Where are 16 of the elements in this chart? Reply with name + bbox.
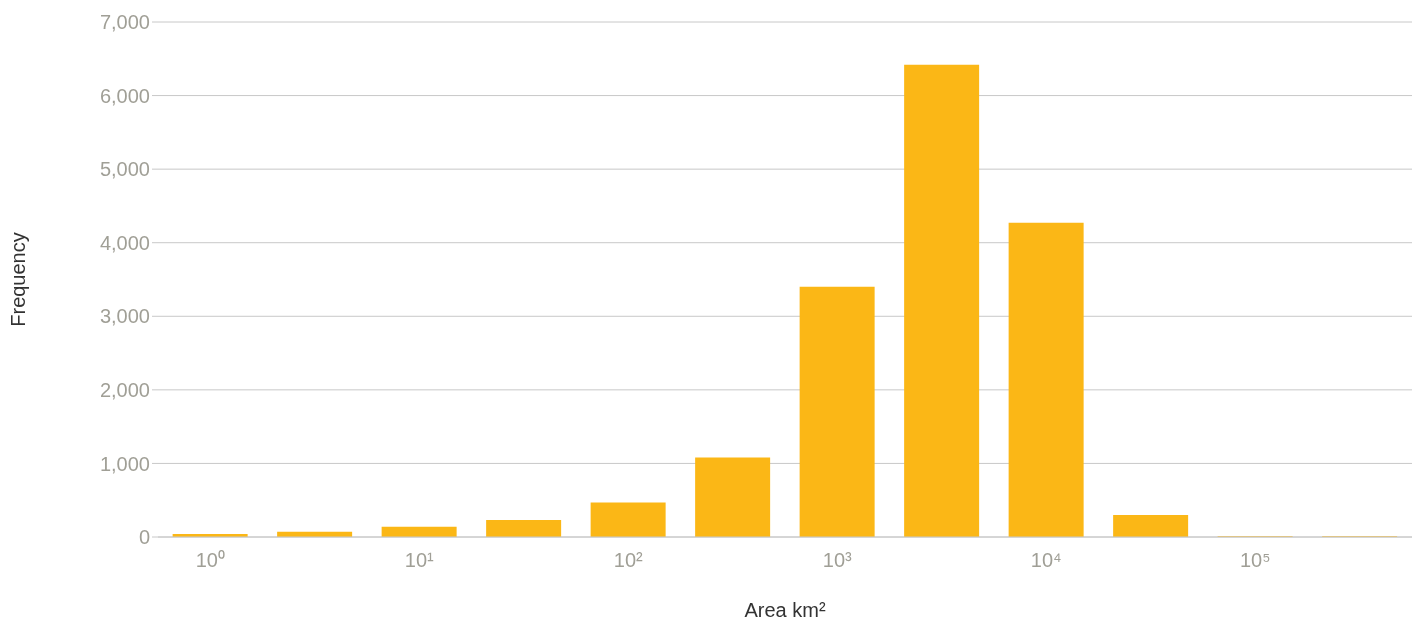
y-tick-label: 7,000 (99, 11, 150, 34)
x-tick-label: 10⁵ (1239, 549, 1271, 572)
x-axis-title: Area km² (744, 599, 826, 621)
y-tick-label: 3,000 (99, 305, 150, 328)
x-tick-label: 10² (613, 549, 644, 572)
x-tick-label: 10⁴ (1030, 549, 1062, 572)
y-tick-label: 1,000 (99, 452, 150, 475)
x-tick-label: 10¹ (404, 549, 435, 572)
y-axis-title: Frequency (7, 232, 30, 327)
x-tick-label: 10⁰ (195, 549, 225, 572)
y-tick-label: 0 (138, 526, 150, 549)
y-tick-label: 6,000 (99, 84, 150, 107)
x-tick-label: 10³ (822, 549, 853, 572)
y-tick-label: 4,000 (99, 231, 150, 254)
y-tick-label: 5,000 (99, 158, 150, 181)
y-tick-label: 2,000 (99, 378, 150, 401)
